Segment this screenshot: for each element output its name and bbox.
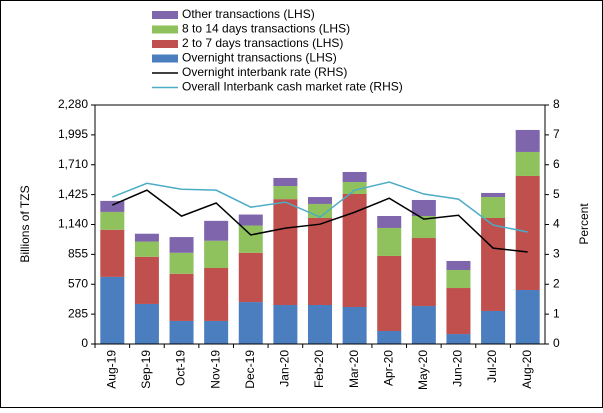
x-tick-label: Apr-20 bbox=[381, 350, 395, 386]
legend-swatch bbox=[152, 25, 178, 34]
bar bbox=[238, 225, 263, 253]
bar bbox=[204, 320, 229, 344]
bar bbox=[377, 331, 402, 344]
bar bbox=[481, 192, 506, 198]
bar bbox=[273, 186, 298, 200]
bar bbox=[446, 260, 471, 270]
bar bbox=[238, 214, 263, 226]
y2-tick-label: 2 bbox=[553, 276, 560, 290]
x-tick-label: Aug-20 bbox=[520, 350, 534, 389]
x-tick-label: Jun-20 bbox=[451, 350, 465, 387]
bar bbox=[481, 310, 506, 344]
bar bbox=[377, 255, 402, 332]
bar bbox=[446, 269, 471, 289]
legend-label: Other transactions (LHS) bbox=[182, 7, 315, 21]
bar bbox=[411, 199, 436, 217]
legend-label: Overnight transactions (LHS) bbox=[182, 51, 337, 65]
bar bbox=[308, 197, 332, 204]
x-tick-label: Dec-19 bbox=[243, 350, 257, 389]
x-tick-label: Mar-20 bbox=[347, 350, 361, 388]
bar bbox=[273, 199, 298, 306]
x-tick-label: Oct-19 bbox=[174, 350, 188, 386]
bar bbox=[169, 237, 194, 253]
bar bbox=[100, 200, 125, 212]
bar bbox=[134, 303, 159, 344]
bar bbox=[342, 193, 367, 307]
bar bbox=[342, 171, 367, 183]
legend-swatch bbox=[152, 54, 178, 63]
bar bbox=[134, 233, 159, 242]
y2-tick-label: 8 bbox=[553, 97, 560, 111]
y2-tick-label: 6 bbox=[553, 157, 560, 171]
bar bbox=[100, 211, 125, 230]
bar bbox=[377, 216, 402, 228]
y2-tick-label: 0 bbox=[553, 336, 560, 350]
bar bbox=[308, 305, 332, 344]
y-tick-label: 285 bbox=[68, 306, 88, 320]
y2-tick-label: 7 bbox=[553, 127, 560, 141]
legend-label: Overnight interbank rate (RHS) bbox=[182, 65, 347, 79]
legend-label: 2 to 7 days transactions (LHS) bbox=[182, 36, 343, 50]
x-tick-label: Nov-19 bbox=[208, 350, 222, 389]
y-tick-label: 2,280 bbox=[58, 97, 88, 111]
y2-tick-label: 1 bbox=[553, 306, 560, 320]
legend-label: 8 to 14 days transactions (LHS) bbox=[182, 22, 350, 36]
legend-label: Overall Interbank cash market rate (RHS) bbox=[182, 80, 403, 94]
bar bbox=[100, 276, 125, 344]
line bbox=[112, 181, 528, 233]
bar bbox=[342, 306, 367, 344]
bar bbox=[411, 238, 436, 307]
y-tick-label: 1,710 bbox=[58, 157, 88, 171]
bar bbox=[515, 290, 540, 344]
bar bbox=[204, 240, 229, 269]
y2-tick-label: 3 bbox=[553, 247, 560, 261]
y2-axis-label: Percent bbox=[577, 203, 591, 245]
bar bbox=[342, 182, 367, 194]
bar bbox=[481, 218, 506, 311]
y2-tick-label: 5 bbox=[553, 187, 560, 201]
x-tick-label: Sep-19 bbox=[139, 350, 153, 389]
bar bbox=[169, 320, 194, 344]
y-tick-label: 0 bbox=[81, 336, 88, 350]
x-tick-label: May-20 bbox=[416, 350, 430, 390]
bar bbox=[411, 216, 436, 239]
y-tick-label: 570 bbox=[68, 276, 88, 290]
bar bbox=[238, 252, 263, 303]
y-tick-label: 1,995 bbox=[58, 127, 88, 141]
bar bbox=[204, 220, 229, 241]
y-axis-label: Billions of TZS bbox=[18, 185, 32, 262]
bar bbox=[273, 177, 298, 187]
bar bbox=[134, 256, 159, 304]
y-tick-label: 1,425 bbox=[58, 187, 88, 201]
y2-tick-label: 4 bbox=[553, 217, 560, 231]
x-tick-label: Jan-20 bbox=[278, 350, 292, 387]
bar bbox=[377, 227, 402, 256]
x-tick-label: Jul-20 bbox=[485, 350, 499, 383]
bar bbox=[515, 151, 540, 176]
bar bbox=[411, 306, 436, 344]
bar bbox=[308, 218, 332, 306]
bar bbox=[515, 129, 540, 152]
bar bbox=[481, 197, 506, 219]
bar bbox=[169, 252, 194, 274]
bar bbox=[515, 175, 540, 291]
bar bbox=[446, 288, 471, 335]
bar bbox=[204, 268, 229, 321]
legend-swatch bbox=[152, 40, 178, 48]
y-tick-label: 1,140 bbox=[58, 217, 88, 231]
bar bbox=[273, 305, 298, 344]
bar bbox=[134, 241, 159, 257]
bar bbox=[100, 229, 125, 277]
bar bbox=[446, 334, 471, 344]
line bbox=[112, 189, 528, 253]
x-tick-label: Feb-20 bbox=[312, 350, 326, 388]
x-tick-label: Aug-19 bbox=[104, 350, 118, 389]
bar bbox=[238, 302, 263, 344]
legend-swatch bbox=[152, 11, 178, 19]
y-tick-label: 855 bbox=[68, 247, 88, 261]
bar bbox=[169, 273, 194, 321]
